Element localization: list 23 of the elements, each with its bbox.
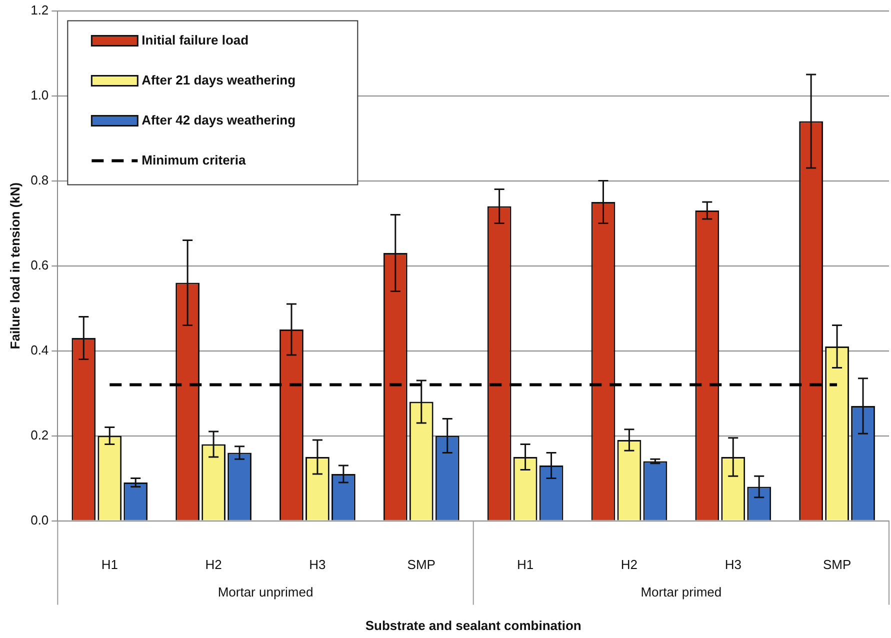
- legend-label: Minimum criteria: [142, 152, 246, 168]
- legend-label: Initial failure load: [142, 32, 249, 48]
- text: Mortar primed: [640, 584, 722, 600]
- legend-label: After 42 days weathering: [142, 112, 296, 128]
- y-tick-label: 0.4: [30, 342, 49, 358]
- y-tick-label: 1.2: [30, 2, 49, 18]
- x-tick-label: H1: [516, 557, 534, 572]
- x-axis-title: Substrate and sealant combination: [365, 618, 582, 633]
- y-tick-label: 0.0: [30, 512, 49, 528]
- x-tick-label: SMP: [407, 557, 436, 572]
- y-tick-label: 0.8: [30, 172, 49, 188]
- legend-label: After 21 days weathering: [142, 72, 296, 88]
- y-tick-label: 0.6: [30, 257, 49, 272]
- x-tick-label: SMP: [822, 557, 852, 572]
- y-tick-label: 1.0: [30, 87, 49, 102]
- x-tick-label: H2: [620, 557, 638, 572]
- y-tick-label: 0.2: [30, 427, 49, 442]
- y-axis-title: Failure load in tension (kN): [7, 182, 22, 350]
- x-tick-label: H1: [101, 557, 118, 572]
- x-tick-label: H2: [205, 557, 222, 572]
- text: Mortar unprimed: [218, 584, 314, 600]
- x-tick-label: H3: [309, 557, 326, 572]
- x-tick-label: H3: [724, 557, 742, 572]
